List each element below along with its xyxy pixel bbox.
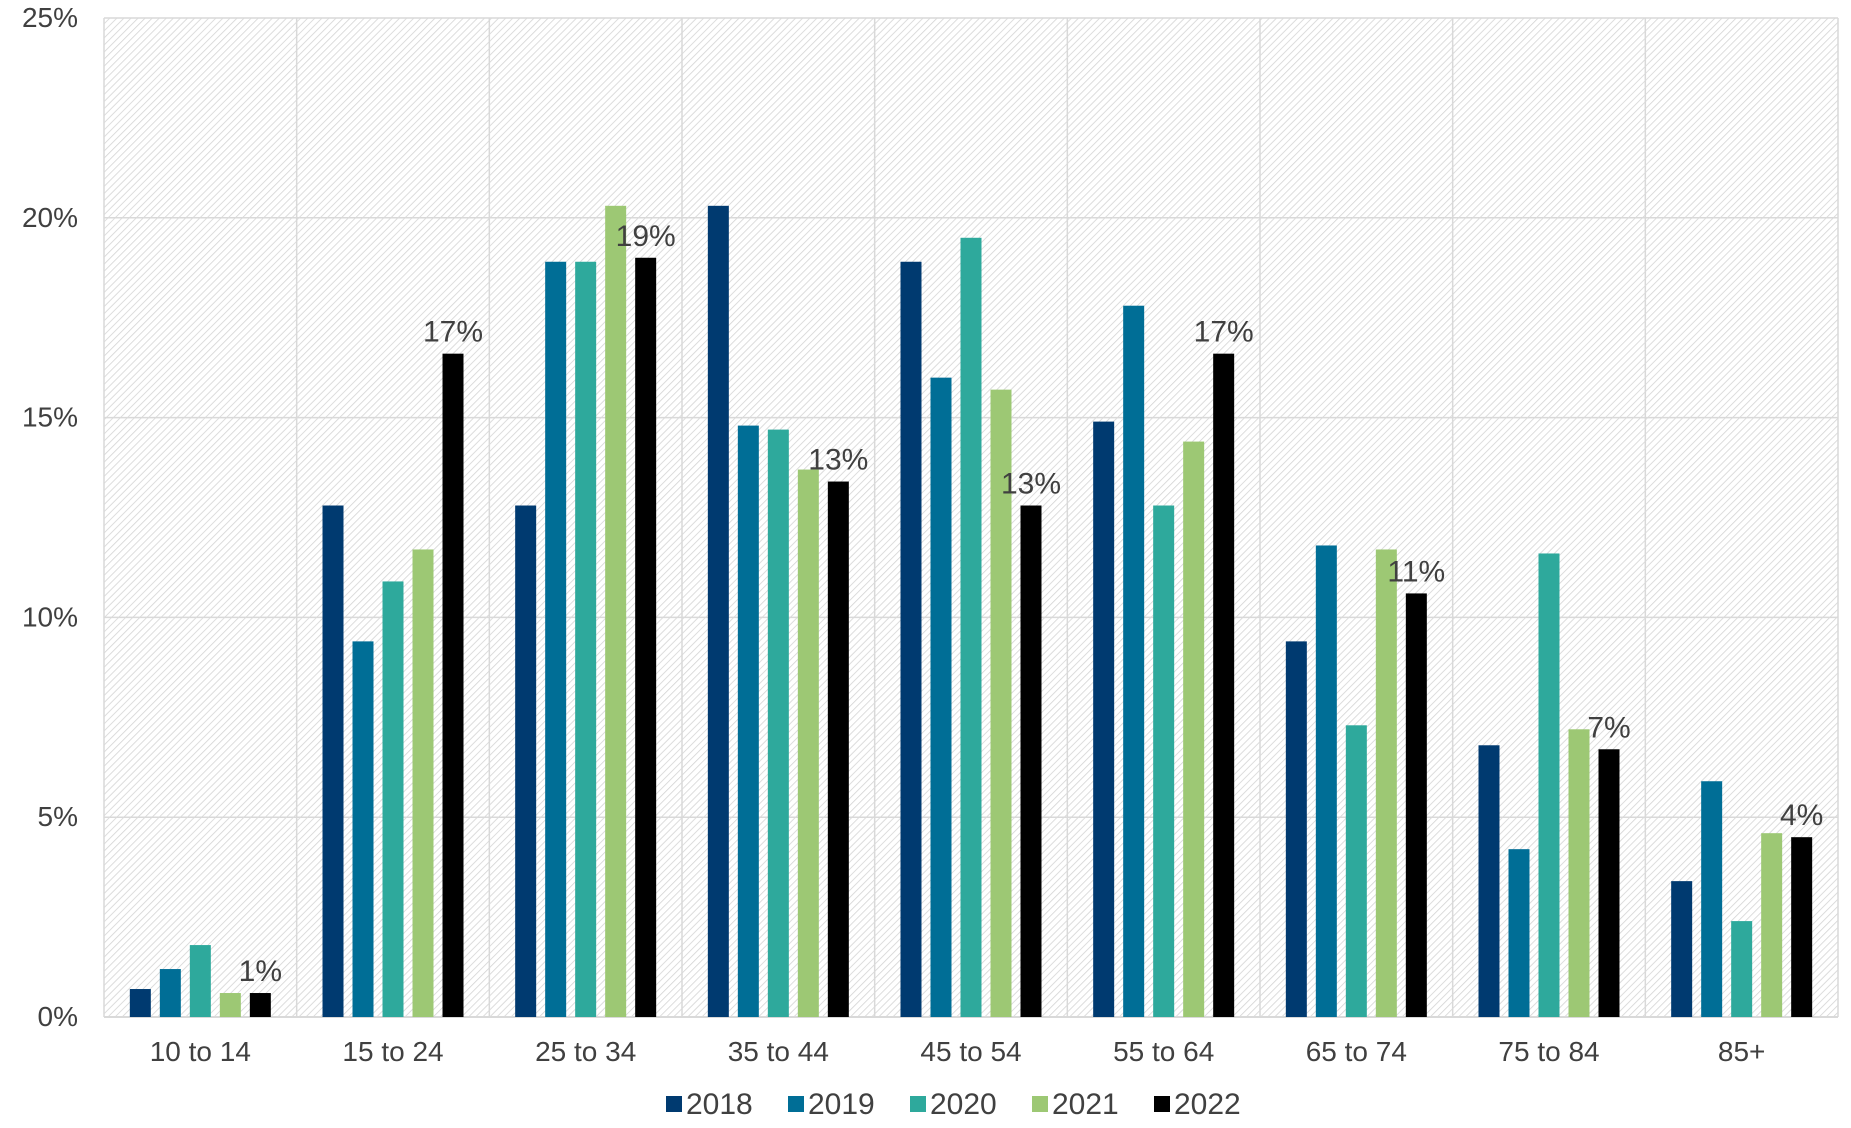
bar-2018-4 [707,205,729,1017]
legend-swatch-2022 [1154,1096,1170,1112]
x-tick-label: 55 to 64 [1113,1036,1214,1067]
x-axis: 10 to 14 15 to 24 25 to 34 35 to 44 45 to 54… [150,1036,1766,1067]
x-tick-label: 15 to 24 [342,1036,443,1067]
bar-2018-5 [900,261,922,1018]
bar-2018-2 [322,505,344,1017]
bar-2018-8 [1478,745,1500,1017]
data-label: 17% [1194,316,1254,349]
data-label: 17% [423,316,483,349]
data-label: 13% [808,444,868,477]
bar-2020-5 [960,237,982,1017]
bar-2021-6 [1183,441,1205,1017]
bar-2019-1 [159,969,181,1017]
x-tick-label: 45 to 54 [920,1036,1021,1067]
legend: 2018 2019 2020 2021 2022 [666,1088,1241,1121]
bar-2021-2 [412,549,434,1017]
y-tick-label: 15% [22,402,78,433]
data-label: 4% [1780,799,1823,832]
bar-2021-8 [1568,729,1590,1017]
bar-2022-6 [1213,353,1235,1017]
bar-2021-3 [605,205,627,1017]
bar-2018-6 [1093,421,1115,1017]
x-tick-label: 75 to 84 [1498,1036,1599,1067]
bar-2020-7 [1345,725,1367,1017]
legend-label-2020: 2020 [930,1088,997,1121]
y-tick-label: 10% [22,601,78,632]
bar-2021-4 [797,469,819,1018]
bar-2018-1 [129,989,151,1017]
bar-2018-9 [1671,881,1693,1017]
bar-2020-3 [575,261,597,1018]
x-tick-label: 85+ [1718,1036,1766,1067]
bar-2021-7 [1375,549,1397,1017]
data-label: 11% [1387,555,1445,588]
bar-2022-7 [1405,593,1427,1017]
bar-2018-3 [515,505,537,1017]
bar-2021-1 [219,993,241,1017]
bar-2020-8 [1538,553,1560,1017]
y-tick-label: 5% [38,801,78,832]
legend-label-2021: 2021 [1052,1088,1119,1121]
bar-2020-4 [767,429,789,1017]
data-label: 1% [239,955,282,988]
bar-2022-4 [827,481,849,1017]
legend-swatch-2018 [666,1096,682,1112]
data-label: 13% [1001,468,1061,501]
bar-2022-1 [249,993,271,1017]
bar-2022-8 [1598,749,1620,1017]
bar-2019-7 [1315,545,1337,1017]
bar-2019-2 [352,641,374,1017]
x-tick-label: 35 to 44 [728,1036,829,1067]
bar-2022-5 [1020,505,1042,1017]
legend-label-2018: 2018 [686,1088,753,1121]
bar-2020-2 [382,581,404,1017]
bar-2019-3 [545,261,567,1018]
bar-2020-6 [1153,505,1175,1017]
legend-swatch-2021 [1032,1096,1048,1112]
bar-2019-6 [1123,305,1145,1017]
bars [129,205,1813,1018]
bar-2019-5 [930,377,952,1017]
legend-label-2022: 2022 [1174,1088,1241,1121]
data-label: 19% [616,220,676,253]
legend-swatch-2020 [910,1096,926,1112]
bar-2019-8 [1508,849,1530,1017]
bar-2020-9 [1731,921,1753,1017]
x-tick-label: 10 to 14 [150,1036,251,1067]
bar-2021-5 [990,389,1012,1017]
x-tick-label: 25 to 34 [535,1036,636,1067]
bar-2019-4 [737,425,759,1017]
y-axis: 0% 5% 10% 15% 20% 25% [22,2,78,1032]
bar-2020-1 [189,945,211,1017]
legend-label-2019: 2019 [808,1088,875,1121]
x-tick-label: 65 to 74 [1306,1036,1407,1067]
data-labels: 1% 17% 19% 13% 13% 17% 11% 7% 4% [239,220,1824,988]
bar-2019-9 [1701,781,1723,1017]
y-tick-label: 20% [22,202,78,233]
bar-2022-9 [1791,837,1813,1017]
bar-2022-2 [442,353,464,1017]
y-tick-label: 0% [38,1001,78,1032]
bar-2018-7 [1285,641,1307,1017]
data-label: 7% [1587,711,1630,744]
legend-swatch-2019 [788,1096,804,1112]
bar-2021-9 [1761,833,1783,1017]
bar-2022-3 [635,257,657,1017]
y-tick-label: 25% [22,2,78,33]
